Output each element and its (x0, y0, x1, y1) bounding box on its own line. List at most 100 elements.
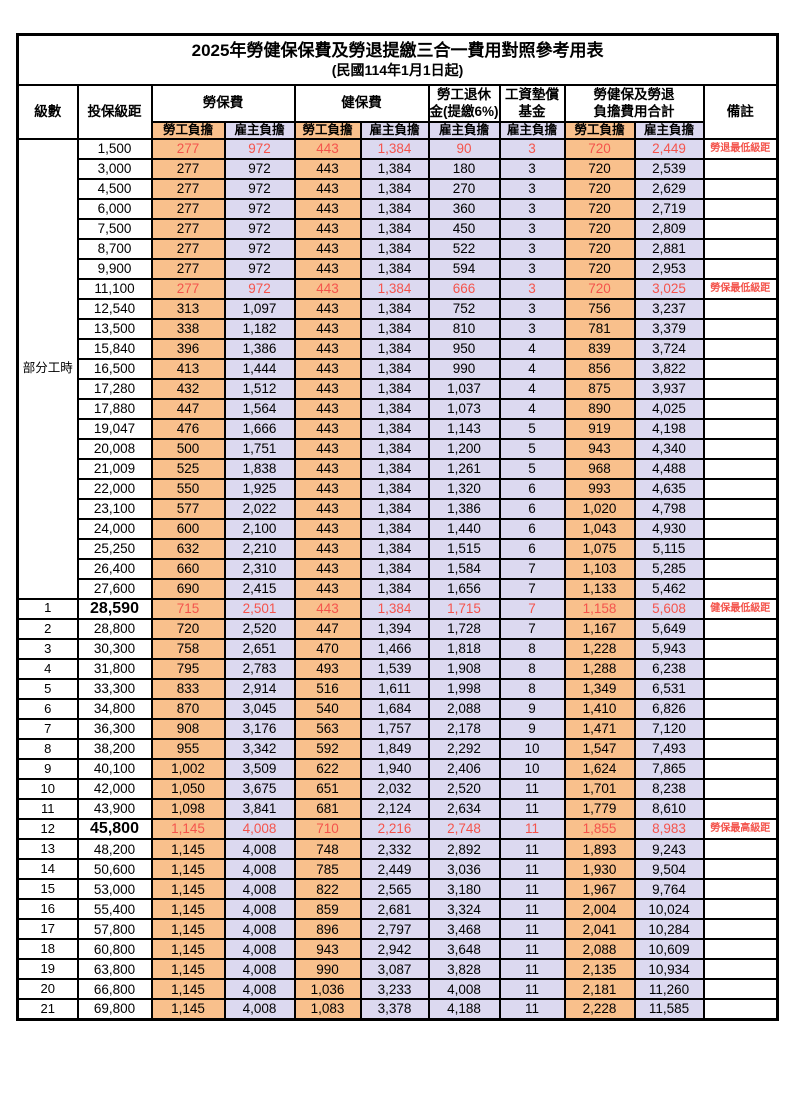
total-employer-cell: 6,238 (633, 657, 705, 680)
health-employee-cell: 785 (293, 858, 362, 881)
remark-cell (702, 257, 779, 280)
pension-employer-cell: 1,998 (427, 677, 501, 700)
table-row: 16 55,400 1,145 4,008 859 2,681 3,324 11… (16, 898, 779, 921)
total-employer-cell: 7,120 (633, 717, 705, 740)
level-cell: 20 (16, 978, 79, 1001)
pension-employer-cell: 2,088 (427, 697, 501, 720)
labor-employer-cell: 1,386 (223, 337, 296, 360)
level-cell: 2 (16, 617, 79, 640)
level-cell: 19 (16, 958, 79, 981)
labor-employer-cell: 4,008 (223, 918, 296, 941)
level-cell: 15 (16, 878, 79, 901)
pension-employer-cell: 1,728 (427, 617, 501, 640)
bracket-cell: 19,047 (76, 417, 153, 440)
table-row: 24,000 600 2,100 443 1,384 1,440 6 1,043… (18, 517, 779, 540)
labor-employee-cell: 476 (150, 417, 226, 440)
fund-employer-cell: 8 (498, 637, 566, 660)
total-employee-cell: 1,020 (563, 497, 636, 520)
col-header-remark: 備註 (702, 83, 779, 140)
bracket-cell: 3,000 (76, 157, 153, 180)
health-employer-cell: 3,378 (359, 998, 430, 1021)
total-employer-cell: 8,610 (633, 797, 705, 820)
remark-cell (702, 457, 779, 480)
health-employee-cell: 443 (293, 157, 362, 180)
labor-employer-cell: 3,509 (223, 757, 296, 780)
total-employee-cell: 1,103 (563, 557, 636, 580)
health-employee-cell: 443 (293, 237, 362, 260)
bracket-cell: 33,300 (76, 677, 153, 700)
bracket-cell: 4,500 (76, 177, 153, 200)
total-employee-cell: 2,135 (563, 958, 636, 981)
remark-cell (702, 317, 779, 340)
bracket-cell: 28,800 (76, 617, 153, 640)
labor-employer-cell: 1,182 (223, 317, 296, 340)
labor-employee-cell: 277 (150, 217, 226, 240)
bracket-cell: 48,200 (76, 838, 153, 861)
health-employer-cell: 1,384 (359, 477, 430, 500)
fund-employer-cell: 3 (498, 197, 566, 220)
fund-employer-cell: 11 (498, 777, 566, 800)
labor-employer-cell: 4,008 (223, 898, 296, 921)
header-sub-row: 勞工負擔 雇主負擔 勞工負擔 雇主負擔 雇主負擔 雇主負擔 勞工負擔 雇主負擔 (18, 120, 778, 140)
fund-employer-cell: 11 (498, 978, 566, 1001)
remark-cell (702, 878, 779, 901)
health-employer-cell: 1,384 (359, 557, 430, 580)
labor-employer-cell: 1,512 (223, 377, 296, 400)
bracket-cell: 13,500 (76, 317, 153, 340)
health-employee-cell: 681 (293, 797, 362, 820)
health-employee-cell: 493 (293, 657, 362, 680)
total-employee-cell: 720 (563, 177, 636, 200)
health-employer-cell: 1,384 (359, 237, 430, 260)
subheader-fund-employer: 雇主負擔 (498, 120, 566, 140)
total-employer-cell: 4,798 (633, 497, 705, 520)
total-employer-cell: 2,953 (633, 257, 705, 280)
labor-employee-cell: 413 (150, 357, 226, 380)
table-row: 26,400 660 2,310 443 1,384 1,584 7 1,103… (18, 557, 779, 580)
pension-employer-cell: 1,261 (427, 457, 501, 480)
total-employee-cell: 720 (563, 257, 636, 280)
labor-employer-cell: 3,342 (223, 737, 296, 760)
health-employee-cell: 443 (293, 477, 362, 500)
col-header-labor-insurance: 勞保費 (150, 83, 296, 123)
labor-employer-cell: 4,008 (223, 978, 296, 1001)
fund-employer-cell: 5 (498, 437, 566, 460)
total-employee-cell: 1,349 (563, 677, 636, 700)
fund-employer-cell: 3 (498, 157, 566, 180)
health-employer-cell: 3,233 (359, 978, 430, 1001)
fund-employer-cell: 6 (498, 477, 566, 500)
total-employee-cell: 720 (563, 237, 636, 260)
total-employee-cell: 1,075 (563, 537, 636, 560)
total-employer-cell: 2,809 (633, 217, 705, 240)
labor-employer-cell: 2,501 (223, 597, 296, 621)
health-employee-cell: 443 (293, 437, 362, 460)
health-employer-cell: 1,757 (359, 717, 430, 740)
total-employer-cell: 10,934 (633, 958, 705, 981)
labor-employer-cell: 4,008 (223, 998, 296, 1021)
col-header-bracket: 投保級距 (76, 83, 153, 140)
pension-employer-cell: 752 (427, 297, 501, 320)
bracket-cell: 1,500 (76, 137, 153, 160)
pension-employer-cell: 1,656 (427, 577, 501, 600)
fund-employer-cell: 8 (498, 677, 566, 700)
table-row: 8,700 277 972 443 1,384 522 3 720 2,881 (18, 237, 779, 260)
remark-cell (702, 477, 779, 500)
fund-employer-cell: 3 (498, 277, 566, 300)
labor-employee-cell: 277 (150, 257, 226, 280)
health-employee-cell: 990 (293, 958, 362, 981)
labor-employee-cell: 758 (150, 637, 226, 660)
pension-employer-cell: 950 (427, 337, 501, 360)
fund-employer-cell: 9 (498, 697, 566, 720)
total-employer-cell: 10,609 (633, 938, 705, 961)
subheader-total-employer: 雇主負擔 (633, 120, 705, 140)
remark-cell (702, 978, 779, 1001)
labor-employee-cell: 690 (150, 577, 226, 600)
bracket-cell: 25,250 (76, 537, 153, 560)
total-employer-cell: 6,826 (633, 697, 705, 720)
labor-employee-cell: 1,145 (150, 958, 226, 981)
level-cell: 12 (16, 817, 79, 841)
total-employee-cell: 919 (563, 417, 636, 440)
total-employer-cell: 2,449 (633, 137, 705, 160)
total-employee-cell: 1,158 (563, 597, 636, 621)
health-employer-cell: 2,124 (359, 797, 430, 820)
table-row: 11,100 277 972 443 1,384 666 3 720 3,025… (18, 277, 779, 300)
